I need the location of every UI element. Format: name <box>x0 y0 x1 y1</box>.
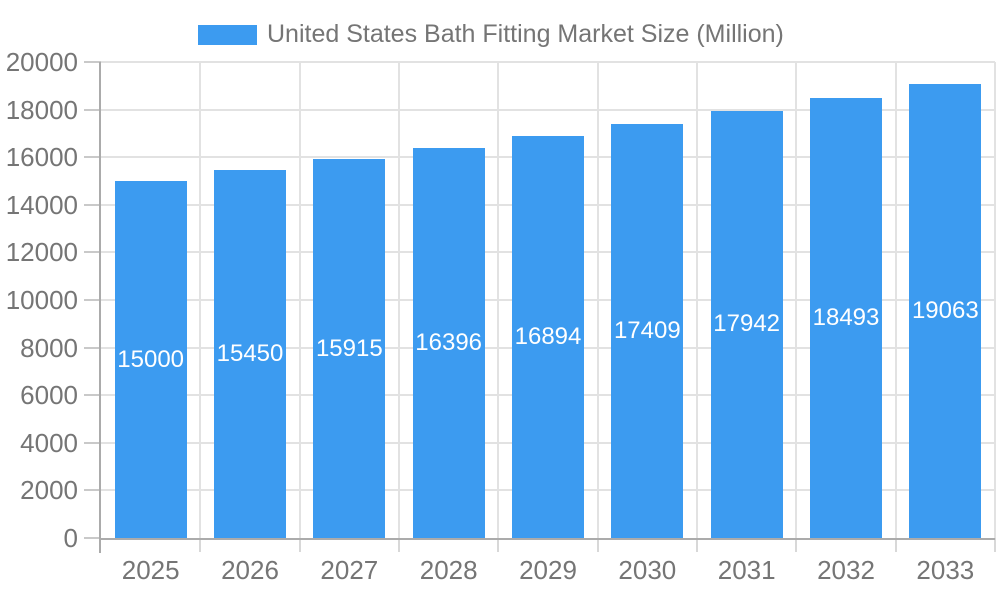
x-axis-tick <box>298 538 301 552</box>
x-axis-tick <box>696 538 698 552</box>
bar-value-label: 15450 <box>216 340 284 368</box>
x-axis-tick-label: 2030 <box>618 555 677 585</box>
bar-value-label: 17409 <box>613 316 681 344</box>
bar <box>611 123 684 538</box>
y-axis-tick <box>84 108 101 111</box>
y-axis-tick <box>84 299 101 301</box>
bar-value-label: 15000 <box>117 345 185 373</box>
y-axis-tick-label: 18000 <box>5 94 78 125</box>
gridline-vertical <box>795 62 798 538</box>
bar <box>512 135 584 538</box>
y-axis-tick-label: 14000 <box>5 189 78 220</box>
gridline-horizontal <box>101 61 995 63</box>
y-axis-tick-label: 20000 <box>5 47 78 77</box>
x-axis-tick <box>994 538 996 552</box>
x-axis-tick-label: 2028 <box>419 555 478 585</box>
bar-value-label: 18493 <box>812 303 880 331</box>
gridline-vertical <box>398 62 400 538</box>
legend-swatch <box>198 24 257 45</box>
bar <box>214 170 286 538</box>
y-axis-tick-label: 0 <box>63 523 78 553</box>
gridline-vertical <box>894 62 897 538</box>
y-axis-tick <box>84 251 101 254</box>
x-axis-tick <box>795 538 798 552</box>
bar-value-label: 17942 <box>713 310 781 338</box>
gridline-vertical <box>596 62 599 538</box>
y-axis-tick-label: 12000 <box>5 237 78 268</box>
bar-value-label: 16894 <box>514 322 582 350</box>
x-axis-tick-label: 2027 <box>320 555 379 585</box>
y-axis-tick-label: 4000 <box>20 427 78 458</box>
bar <box>313 159 386 538</box>
bar <box>909 84 982 538</box>
y-axis-tick <box>84 156 101 159</box>
legend-title: United States Bath Fitting Market Size (… <box>267 20 784 48</box>
y-axis-tick <box>84 489 101 492</box>
x-axis-tick-label: 2032 <box>817 555 875 585</box>
y-axis-tick <box>84 394 101 397</box>
bar-value-label: 15915 <box>315 334 383 362</box>
x-axis-tick-label: 2026 <box>221 555 279 585</box>
x-axis-tick <box>199 538 202 552</box>
y-axis-tick-label: 16000 <box>5 142 78 173</box>
x-axis-tick-label: 2031 <box>717 555 776 585</box>
y-axis-tick <box>84 203 101 206</box>
y-axis-tick <box>84 441 101 444</box>
legend: United States Bath Fitting Market Size (… <box>198 20 784 49</box>
y-axis-tick-label: 10000 <box>5 285 78 315</box>
x-axis-tick <box>596 538 599 552</box>
gridline-horizontal <box>101 108 995 111</box>
bar <box>114 181 187 538</box>
x-axis-tick <box>497 538 500 552</box>
x-axis-tick <box>398 538 400 552</box>
y-axis-tick <box>84 346 101 349</box>
y-axis-tick-label: 8000 <box>20 332 78 363</box>
bar <box>710 110 783 538</box>
gridline-vertical <box>994 62 996 538</box>
y-axis-tick <box>84 61 101 63</box>
gridline-vertical <box>696 62 698 538</box>
gridline-vertical <box>497 62 500 538</box>
x-axis-tick-label: 2033 <box>916 555 975 585</box>
gridline-vertical <box>199 62 202 538</box>
x-axis-tick <box>894 538 897 552</box>
y-axis-line <box>99 62 101 553</box>
y-axis-tick <box>84 537 101 539</box>
y-axis-tick-label: 6000 <box>20 380 78 411</box>
bar <box>412 147 485 538</box>
y-axis-tick-label: 2000 <box>20 475 78 506</box>
bar-value-label: 16396 <box>415 328 483 356</box>
bar <box>810 97 882 538</box>
bar-value-label: 19063 <box>911 297 979 325</box>
x-axis-tick-label: 2029 <box>519 555 577 585</box>
gridline-vertical <box>298 62 301 538</box>
x-axis-line <box>99 538 995 540</box>
x-axis-tick-label: 2025 <box>121 555 180 585</box>
